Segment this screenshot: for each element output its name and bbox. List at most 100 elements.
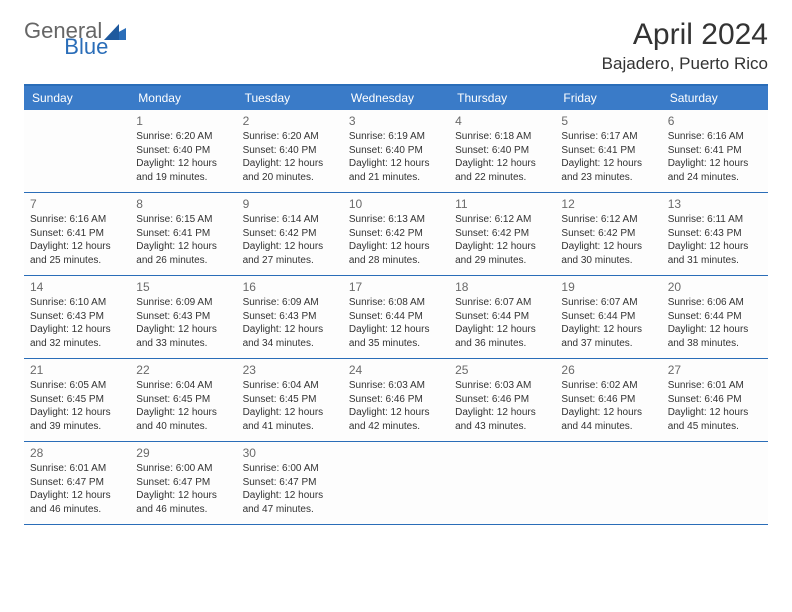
sunrise-text: Sunrise: 6:19 AM [349, 130, 443, 144]
sunrise-text: Sunrise: 6:07 AM [561, 296, 655, 310]
sunrise-text: Sunrise: 6:02 AM [561, 379, 655, 393]
day-cell: 29Sunrise: 6:00 AMSunset: 6:47 PMDayligh… [130, 442, 236, 524]
week-row: 28Sunrise: 6:01 AMSunset: 6:47 PMDayligh… [24, 442, 768, 525]
daylight-text: Daylight: 12 hours and 24 minutes. [668, 157, 762, 184]
daylight-text: Daylight: 12 hours and 42 minutes. [349, 406, 443, 433]
day-cell: 1Sunrise: 6:20 AMSunset: 6:40 PMDaylight… [130, 110, 236, 192]
sunset-text: Sunset: 6:43 PM [136, 310, 230, 324]
day-number: 22 [136, 362, 230, 378]
sunset-text: Sunset: 6:43 PM [668, 227, 762, 241]
day-number: 13 [668, 196, 762, 212]
sunset-text: Sunset: 6:44 PM [561, 310, 655, 324]
day-cell [662, 442, 768, 524]
sunrise-text: Sunrise: 6:00 AM [136, 462, 230, 476]
sunset-text: Sunset: 6:44 PM [455, 310, 549, 324]
day-cell: 17Sunrise: 6:08 AMSunset: 6:44 PMDayligh… [343, 276, 449, 358]
day-cell [449, 442, 555, 524]
day-number: 1 [136, 113, 230, 129]
daylight-text: Daylight: 12 hours and 32 minutes. [30, 323, 124, 350]
day-cell: 6Sunrise: 6:16 AMSunset: 6:41 PMDaylight… [662, 110, 768, 192]
daylight-text: Daylight: 12 hours and 36 minutes. [455, 323, 549, 350]
location-subtitle: Bajadero, Puerto Rico [602, 54, 768, 74]
week-row: 1Sunrise: 6:20 AMSunset: 6:40 PMDaylight… [24, 110, 768, 193]
sunset-text: Sunset: 6:41 PM [30, 227, 124, 241]
sunset-text: Sunset: 6:43 PM [243, 310, 337, 324]
sunset-text: Sunset: 6:40 PM [349, 144, 443, 158]
sunset-text: Sunset: 6:45 PM [243, 393, 337, 407]
title-block: April 2024 Bajadero, Puerto Rico [602, 18, 768, 74]
weekday-header: Monday [130, 86, 236, 110]
day-number: 25 [455, 362, 549, 378]
day-cell [343, 442, 449, 524]
day-number: 28 [30, 445, 124, 461]
day-cell: 14Sunrise: 6:10 AMSunset: 6:43 PMDayligh… [24, 276, 130, 358]
sunrise-text: Sunrise: 6:05 AM [30, 379, 124, 393]
daylight-text: Daylight: 12 hours and 33 minutes. [136, 323, 230, 350]
day-cell: 24Sunrise: 6:03 AMSunset: 6:46 PMDayligh… [343, 359, 449, 441]
day-cell: 28Sunrise: 6:01 AMSunset: 6:47 PMDayligh… [24, 442, 130, 524]
sunset-text: Sunset: 6:42 PM [243, 227, 337, 241]
sunset-text: Sunset: 6:44 PM [349, 310, 443, 324]
day-number: 4 [455, 113, 549, 129]
day-cell: 7Sunrise: 6:16 AMSunset: 6:41 PMDaylight… [24, 193, 130, 275]
day-number: 12 [561, 196, 655, 212]
day-number: 7 [30, 196, 124, 212]
sunset-text: Sunset: 6:45 PM [30, 393, 124, 407]
sunrise-text: Sunrise: 6:12 AM [455, 213, 549, 227]
day-number: 10 [349, 196, 443, 212]
sunset-text: Sunset: 6:46 PM [455, 393, 549, 407]
sunrise-text: Sunrise: 6:07 AM [455, 296, 549, 310]
daylight-text: Daylight: 12 hours and 31 minutes. [668, 240, 762, 267]
sunset-text: Sunset: 6:42 PM [561, 227, 655, 241]
day-cell [24, 110, 130, 192]
sunset-text: Sunset: 6:47 PM [136, 476, 230, 490]
sunrise-text: Sunrise: 6:16 AM [668, 130, 762, 144]
day-cell: 16Sunrise: 6:09 AMSunset: 6:43 PMDayligh… [237, 276, 343, 358]
sunrise-text: Sunrise: 6:09 AM [136, 296, 230, 310]
day-cell: 4Sunrise: 6:18 AMSunset: 6:40 PMDaylight… [449, 110, 555, 192]
day-number: 18 [455, 279, 549, 295]
day-number: 17 [349, 279, 443, 295]
daylight-text: Daylight: 12 hours and 44 minutes. [561, 406, 655, 433]
day-number: 24 [349, 362, 443, 378]
day-cell [555, 442, 661, 524]
day-cell: 8Sunrise: 6:15 AMSunset: 6:41 PMDaylight… [130, 193, 236, 275]
daylight-text: Daylight: 12 hours and 45 minutes. [668, 406, 762, 433]
sunset-text: Sunset: 6:46 PM [561, 393, 655, 407]
daylight-text: Daylight: 12 hours and 34 minutes. [243, 323, 337, 350]
daylight-text: Daylight: 12 hours and 39 minutes. [30, 406, 124, 433]
sunrise-text: Sunrise: 6:12 AM [561, 213, 655, 227]
sunrise-text: Sunrise: 6:06 AM [668, 296, 762, 310]
day-cell: 3Sunrise: 6:19 AMSunset: 6:40 PMDaylight… [343, 110, 449, 192]
day-number: 19 [561, 279, 655, 295]
day-cell: 5Sunrise: 6:17 AMSunset: 6:41 PMDaylight… [555, 110, 661, 192]
day-number: 23 [243, 362, 337, 378]
day-number: 2 [243, 113, 337, 129]
daylight-text: Daylight: 12 hours and 25 minutes. [30, 240, 124, 267]
weekday-header: Saturday [662, 86, 768, 110]
sunrise-text: Sunrise: 6:01 AM [668, 379, 762, 393]
daylight-text: Daylight: 12 hours and 26 minutes. [136, 240, 230, 267]
daylight-text: Daylight: 12 hours and 35 minutes. [349, 323, 443, 350]
sunrise-text: Sunrise: 6:18 AM [455, 130, 549, 144]
calendar-page: General Blue April 2024 Bajadero, Puerto… [0, 0, 792, 543]
sunrise-text: Sunrise: 6:20 AM [136, 130, 230, 144]
weekday-header: Sunday [24, 86, 130, 110]
day-cell: 19Sunrise: 6:07 AMSunset: 6:44 PMDayligh… [555, 276, 661, 358]
sunrise-text: Sunrise: 6:16 AM [30, 213, 124, 227]
daylight-text: Daylight: 12 hours and 46 minutes. [30, 489, 124, 516]
day-number: 21 [30, 362, 124, 378]
sunrise-text: Sunrise: 6:13 AM [349, 213, 443, 227]
daylight-text: Daylight: 12 hours and 20 minutes. [243, 157, 337, 184]
sunset-text: Sunset: 6:40 PM [455, 144, 549, 158]
week-row: 21Sunrise: 6:05 AMSunset: 6:45 PMDayligh… [24, 359, 768, 442]
weekday-header: Thursday [449, 86, 555, 110]
sunset-text: Sunset: 6:45 PM [136, 393, 230, 407]
daylight-text: Daylight: 12 hours and 22 minutes. [455, 157, 549, 184]
month-title: April 2024 [602, 18, 768, 52]
day-cell: 22Sunrise: 6:04 AMSunset: 6:45 PMDayligh… [130, 359, 236, 441]
daylight-text: Daylight: 12 hours and 46 minutes. [136, 489, 230, 516]
day-cell: 13Sunrise: 6:11 AMSunset: 6:43 PMDayligh… [662, 193, 768, 275]
day-number: 3 [349, 113, 443, 129]
sunset-text: Sunset: 6:44 PM [668, 310, 762, 324]
